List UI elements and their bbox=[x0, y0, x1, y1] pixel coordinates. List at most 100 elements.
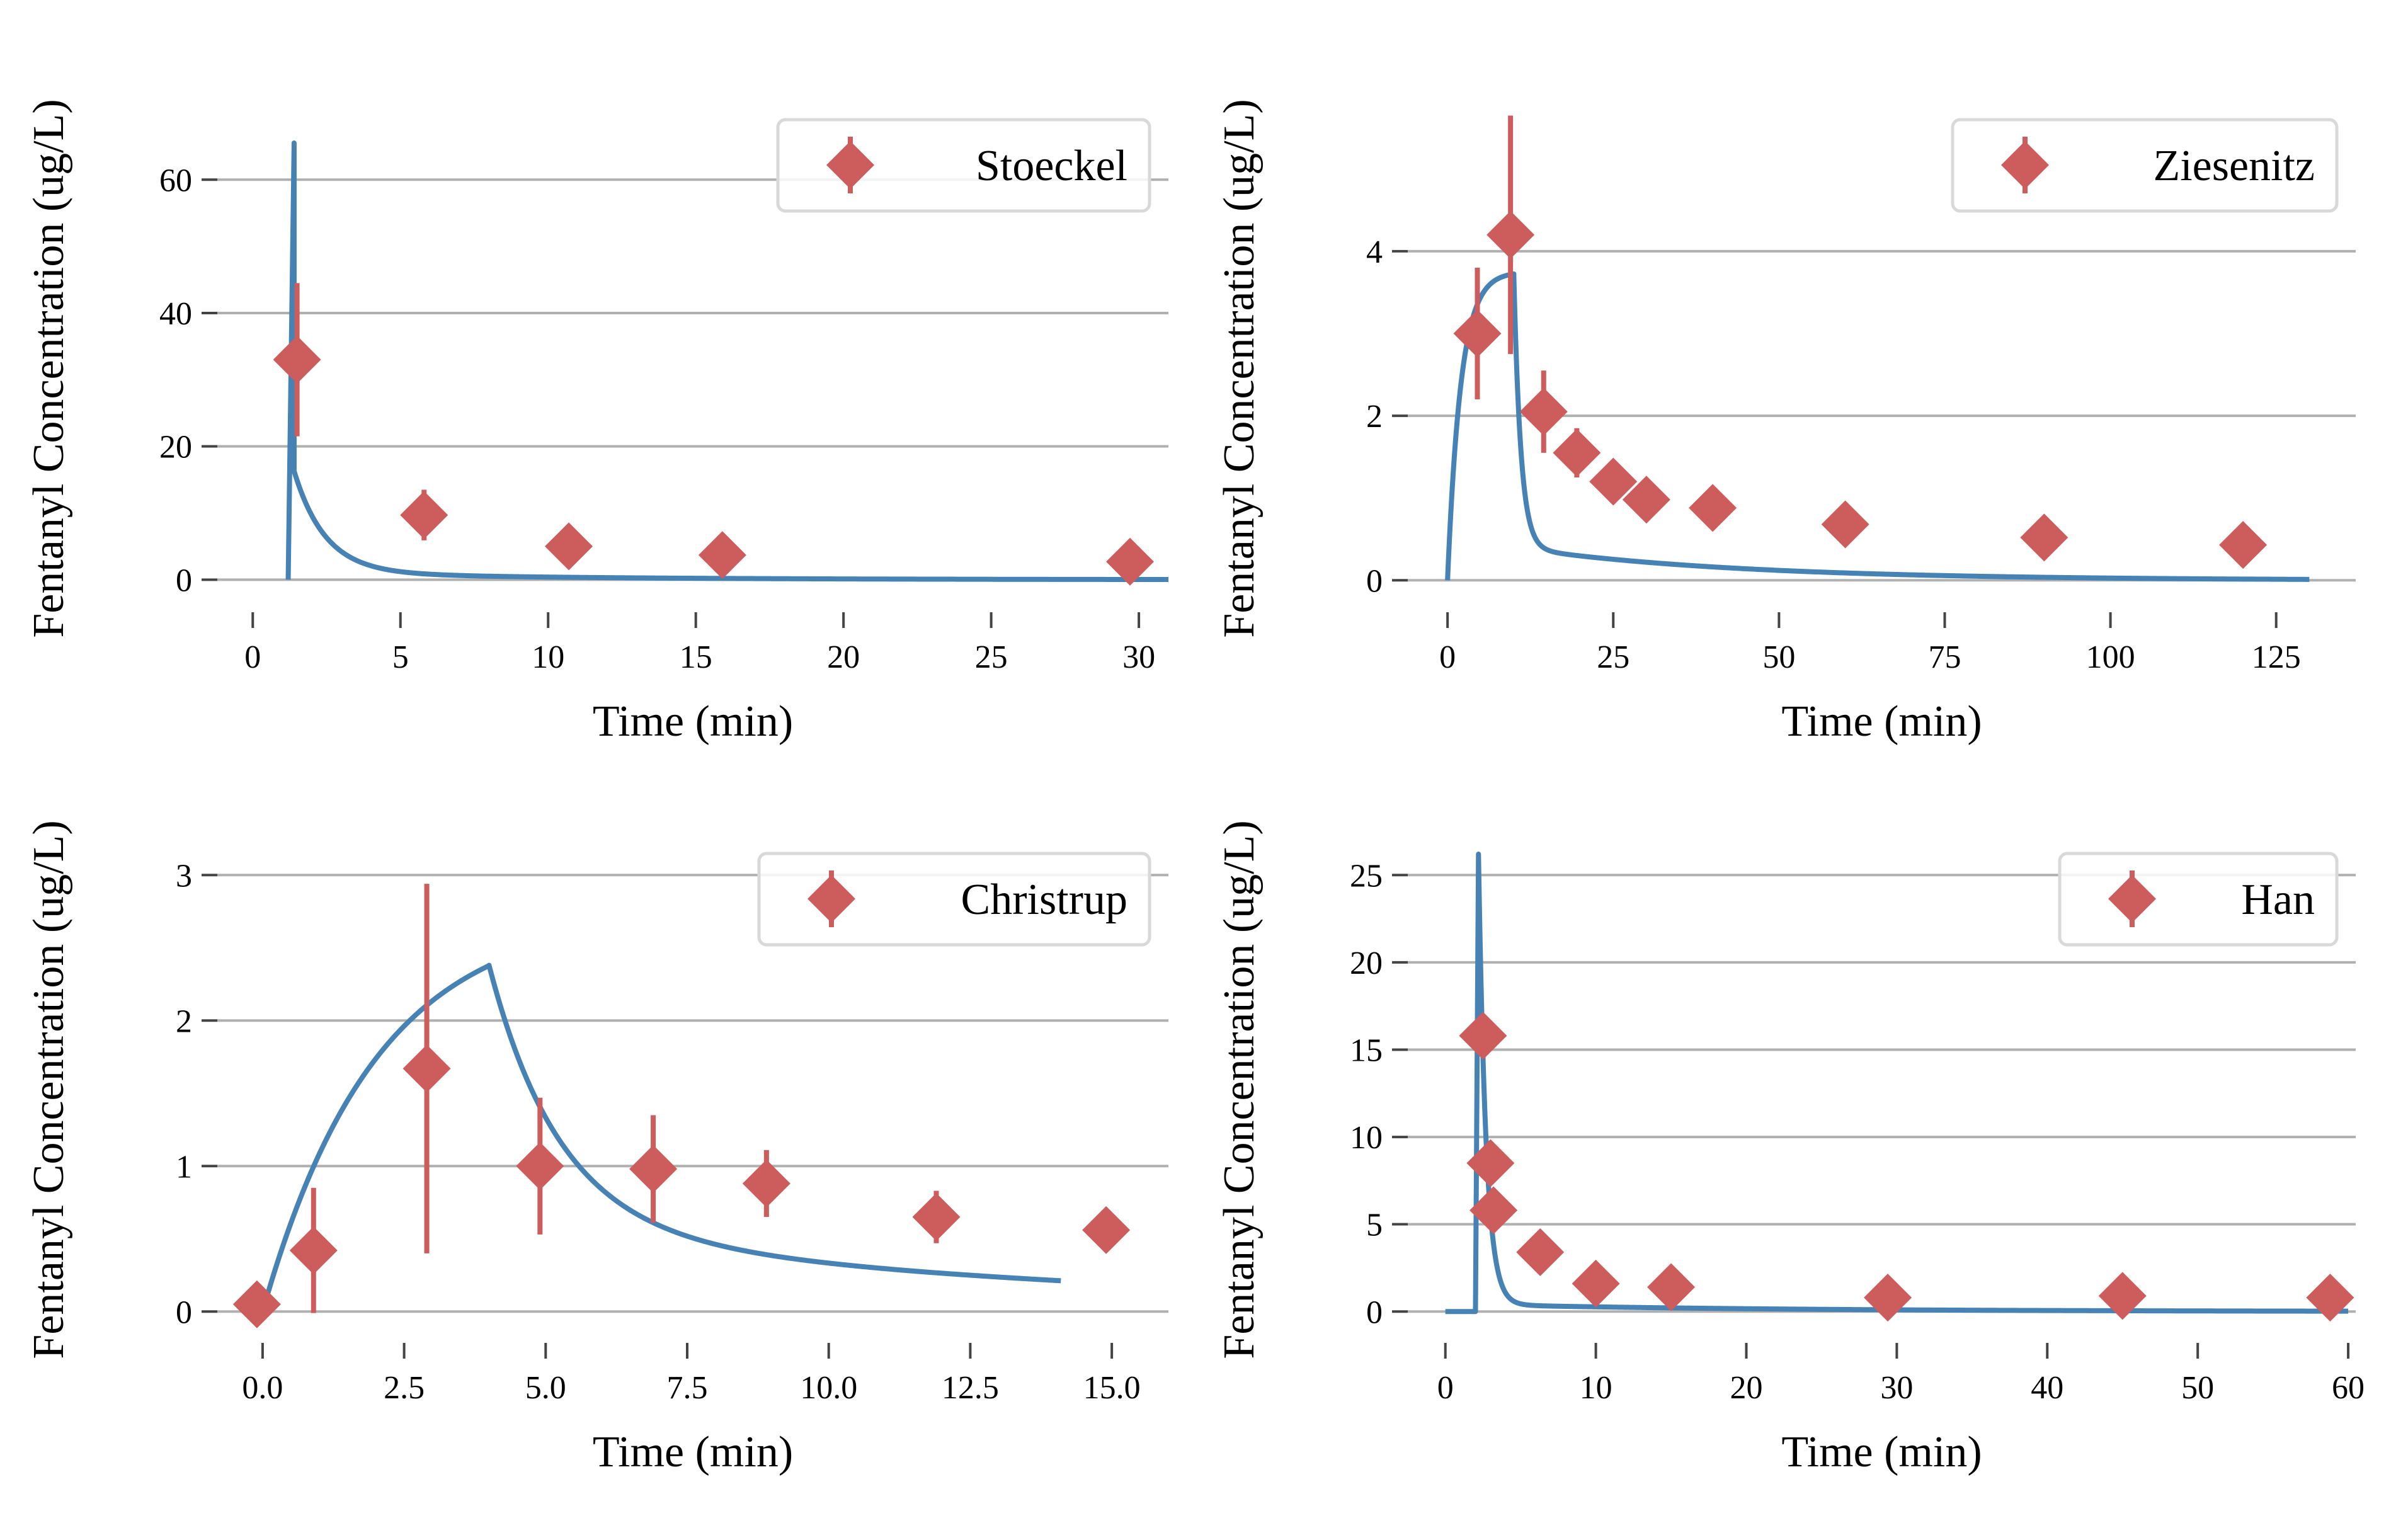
legend: Han bbox=[2058, 852, 2339, 947]
x-tick-label: 2.5 bbox=[384, 1370, 425, 1406]
data-point-marker bbox=[629, 1144, 678, 1193]
data-point-marker bbox=[2020, 513, 2068, 562]
data-point-marker bbox=[400, 491, 448, 539]
data-point-marker bbox=[273, 336, 321, 384]
legend-box bbox=[1951, 118, 2339, 213]
x-tick-label: 20 bbox=[827, 639, 860, 675]
data-point-marker bbox=[2306, 1274, 2354, 1322]
model-series-line bbox=[260, 962, 1061, 1313]
y-tick-label: 2 bbox=[176, 1003, 192, 1039]
chart-panel-4: 0 5 10 15 20 25 0 10 20 30 40 50 60 Time (min) Fentany… bbox=[1215, 820, 2365, 1476]
data-point-marker bbox=[1572, 1259, 1620, 1308]
y-tick-label: 2 bbox=[1366, 399, 1383, 435]
legend-label: Christrup bbox=[961, 876, 1127, 924]
data-point-marker bbox=[545, 522, 593, 571]
data-point-marker bbox=[742, 1160, 790, 1208]
x-tick-label: 0 bbox=[244, 639, 261, 675]
data-point-marker bbox=[1486, 210, 1535, 259]
legend-label: Han bbox=[2241, 876, 2315, 924]
x-tick-label: 10 bbox=[1580, 1370, 1612, 1406]
y-tick-label: 15 bbox=[1350, 1032, 1383, 1068]
legend-marker bbox=[807, 875, 855, 923]
data-point-marker bbox=[232, 1280, 281, 1328]
x-tick-label: 125 bbox=[2252, 639, 2301, 675]
model-series-line bbox=[285, 140, 1168, 583]
data-point-marker bbox=[1519, 387, 1568, 436]
model-series-line bbox=[1445, 271, 2310, 582]
x-tick-label: 25 bbox=[975, 639, 1008, 675]
y-tick-label: 25 bbox=[1350, 858, 1383, 894]
y-tick-label: 1 bbox=[176, 1149, 192, 1185]
x-axis-label: Time (min) bbox=[593, 1428, 793, 1476]
data-point-marker bbox=[1466, 1139, 1515, 1187]
x-tick-label: 25 bbox=[1597, 639, 1629, 675]
x-axis-label: Time (min) bbox=[593, 697, 793, 746]
chart-panel-3: 0 1 2 3 0.0 2.5 5.0 7.5 10.0 12.5 15.0 Time (min) Fe… bbox=[25, 820, 1168, 1476]
y-tick-label: 0 bbox=[1366, 1294, 1383, 1330]
legend-box bbox=[776, 118, 1151, 213]
x-tick-label: 20 bbox=[1730, 1370, 1763, 1406]
chart-panel-1: 0 20 40 60 0 5 10 15 20 25 30 Time (min) Fentanyl Co… bbox=[25, 99, 1168, 746]
x-tick-label: 5 bbox=[392, 639, 409, 675]
x-tick-label: 60 bbox=[2332, 1370, 2365, 1406]
data-point-marker bbox=[698, 531, 746, 579]
legend: Ziesenitz bbox=[1951, 118, 2339, 213]
y-tick-label: 20 bbox=[159, 430, 192, 465]
x-tick-label: 10.0 bbox=[800, 1370, 857, 1406]
data-point-marker bbox=[1821, 500, 1869, 549]
legend-marker bbox=[2108, 875, 2156, 923]
legend-marker bbox=[2001, 141, 2049, 189]
x-tick-label: 10 bbox=[532, 639, 564, 675]
y-tick-label: 4 bbox=[1366, 234, 1383, 270]
data-point-marker bbox=[402, 1044, 451, 1093]
x-tick-label: 12.5 bbox=[942, 1370, 999, 1406]
legend-label: Ziesenitz bbox=[2153, 142, 2315, 190]
data-point-marker bbox=[1589, 457, 1638, 506]
x-tick-label: 0 bbox=[1439, 639, 1456, 675]
y-axis-label: Fentanyl Concentration (ug/L) bbox=[25, 99, 73, 637]
x-tick-label: 50 bbox=[1762, 639, 1795, 675]
legend: Christrup bbox=[757, 852, 1151, 947]
data-point-marker bbox=[1106, 537, 1155, 586]
y-tick-label: 0 bbox=[176, 1294, 192, 1330]
data-point-marker bbox=[1553, 428, 1601, 477]
x-tick-label: 30 bbox=[1880, 1370, 1913, 1406]
y-axis-label: Fentanyl Concentration (ug/L) bbox=[1215, 820, 1264, 1359]
legend: Stoeckel bbox=[776, 118, 1151, 213]
legend-box bbox=[2058, 852, 2339, 947]
y-axis-label: Fentanyl Concentration (ug/L) bbox=[1215, 99, 1264, 637]
data-point-marker bbox=[2098, 1272, 2147, 1320]
data-point-marker bbox=[1864, 1274, 1912, 1322]
x-tick-label: 7.5 bbox=[667, 1370, 708, 1406]
y-tick-label: 3 bbox=[176, 858, 192, 894]
data-point-marker bbox=[1082, 1206, 1131, 1254]
y-axis-label: Fentanyl Concentration (ug/L) bbox=[25, 820, 73, 1359]
legend-marker bbox=[826, 141, 874, 189]
x-tick-label: 0.0 bbox=[242, 1370, 283, 1406]
y-tick-label: 10 bbox=[1350, 1120, 1383, 1156]
y-tick-label: 40 bbox=[159, 296, 192, 332]
x-tick-label: 100 bbox=[2086, 639, 2135, 675]
model-series-line bbox=[1445, 852, 2349, 1315]
x-axis-label: Time (min) bbox=[1781, 1428, 1982, 1476]
x-tick-label: 5.0 bbox=[525, 1370, 566, 1406]
x-tick-label: 15 bbox=[680, 639, 712, 675]
data-point-marker bbox=[1453, 309, 1502, 358]
legend-box bbox=[757, 852, 1151, 947]
y-tick-label: 20 bbox=[1350, 945, 1383, 981]
y-tick-label: 0 bbox=[176, 562, 192, 598]
data-point-marker bbox=[1647, 1263, 1696, 1311]
x-tick-label: 75 bbox=[1928, 639, 1961, 675]
data-point-marker bbox=[1689, 484, 1737, 532]
x-axis-label: Time (min) bbox=[1781, 697, 1982, 746]
x-tick-label: 15.0 bbox=[1083, 1370, 1141, 1406]
y-tick-label: 60 bbox=[159, 163, 192, 198]
x-tick-label: 30 bbox=[1122, 639, 1155, 675]
data-point-marker bbox=[1469, 1186, 1518, 1235]
y-tick-label: 5 bbox=[1366, 1207, 1383, 1243]
data-point-marker bbox=[912, 1193, 961, 1241]
data-point-marker bbox=[2219, 521, 2268, 569]
data-point-marker bbox=[289, 1226, 338, 1275]
